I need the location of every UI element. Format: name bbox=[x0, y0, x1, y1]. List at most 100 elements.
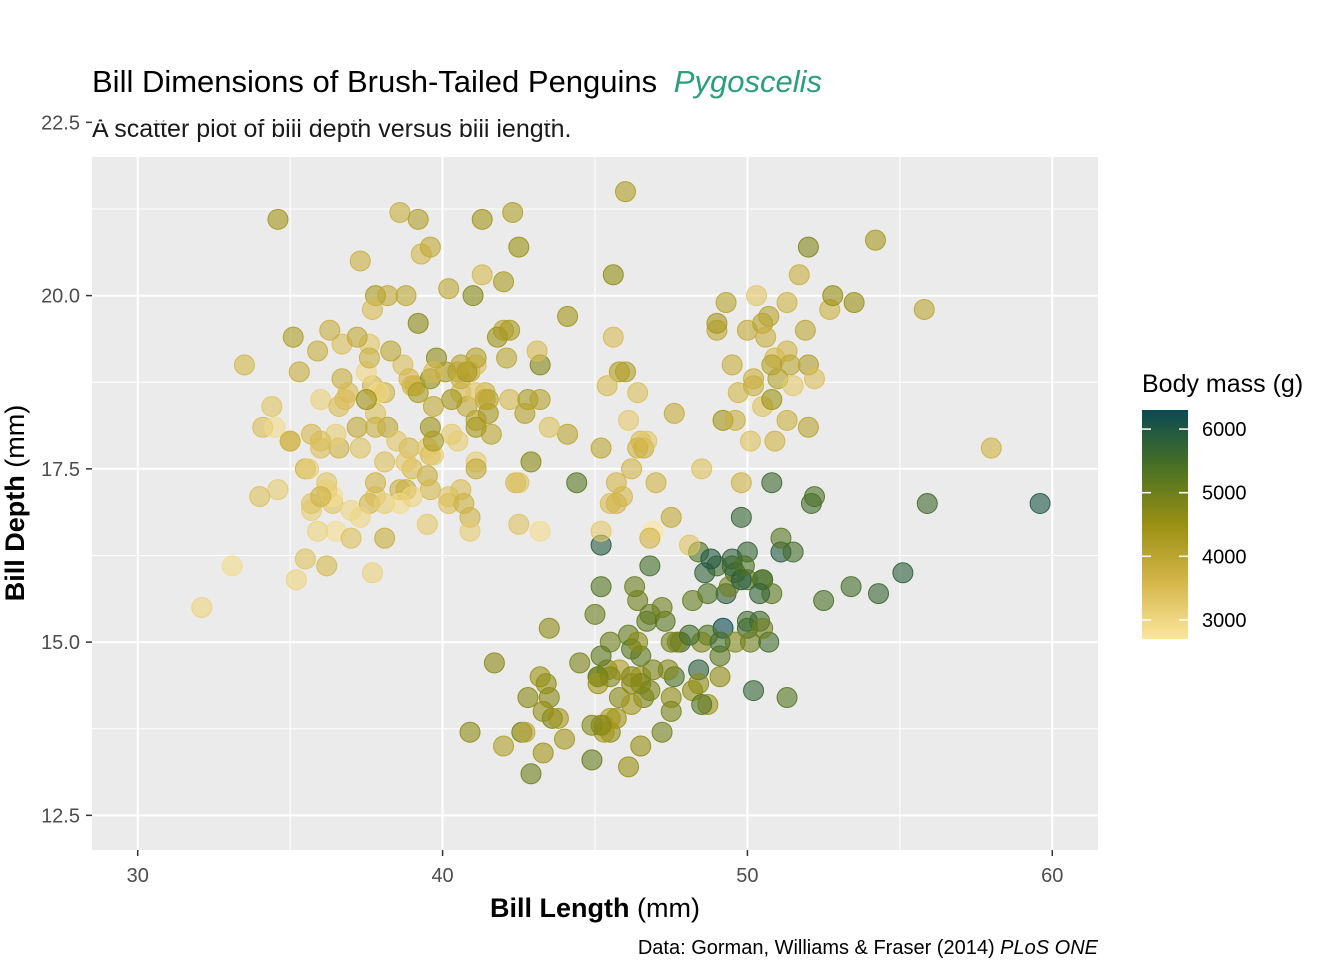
data-point bbox=[569, 652, 591, 674]
chart-title-italic: Pygoscelis bbox=[674, 64, 822, 99]
legend-tick-label: 4000 bbox=[1202, 546, 1247, 568]
data-point bbox=[797, 416, 819, 438]
x-axis-title-bold: Bill Length bbox=[490, 893, 629, 923]
data-point bbox=[980, 437, 1002, 459]
data-point bbox=[422, 361, 444, 383]
data-point bbox=[261, 395, 283, 417]
data-point bbox=[621, 673, 643, 695]
data-point bbox=[249, 486, 271, 508]
y-tick-label: 20.0 bbox=[41, 286, 80, 308]
data-point bbox=[776, 687, 798, 709]
data-point bbox=[758, 305, 780, 327]
data-point bbox=[660, 506, 682, 528]
data-point bbox=[892, 562, 914, 584]
data-point bbox=[285, 569, 307, 591]
caption-plain: Data: Gorman, Williams & Fraser (2014) bbox=[638, 937, 995, 959]
chart-title: Bill Dimensions of Brush-Tailed Penguins… bbox=[92, 64, 822, 99]
data-point bbox=[422, 430, 444, 452]
data-point bbox=[782, 375, 804, 397]
data-point bbox=[584, 603, 606, 625]
data-point bbox=[590, 520, 612, 542]
data-point bbox=[307, 520, 329, 542]
data-point bbox=[450, 354, 472, 376]
data-point bbox=[465, 458, 487, 480]
data-point bbox=[776, 409, 798, 431]
data-point bbox=[627, 382, 649, 404]
y-axis-title: Bill Depth (mm) bbox=[0, 405, 30, 601]
data-points bbox=[191, 181, 1051, 785]
data-point bbox=[310, 389, 332, 411]
data-point bbox=[441, 389, 463, 411]
data-point bbox=[288, 361, 310, 383]
data-point bbox=[803, 486, 825, 508]
data-point bbox=[660, 700, 682, 722]
data-point bbox=[520, 763, 542, 785]
data-point bbox=[803, 368, 825, 390]
x-tick-label: 30 bbox=[127, 865, 149, 887]
data-point bbox=[349, 250, 371, 272]
data-point bbox=[782, 541, 804, 563]
data-point bbox=[1029, 493, 1051, 514]
data-point bbox=[499, 389, 521, 411]
data-point bbox=[365, 472, 387, 494]
data-point bbox=[627, 631, 649, 653]
chart-title-main: Bill Dimensions of Brush-Tailed Penguins bbox=[92, 64, 657, 99]
data-point bbox=[346, 416, 368, 438]
data-point bbox=[679, 624, 701, 646]
data-point bbox=[709, 631, 731, 653]
data-point bbox=[822, 285, 844, 307]
data-point bbox=[916, 493, 938, 514]
data-point bbox=[191, 596, 213, 618]
data-point bbox=[419, 479, 441, 501]
data-point bbox=[438, 278, 460, 300]
data-point bbox=[233, 354, 255, 376]
data-point bbox=[770, 527, 792, 549]
data-point bbox=[639, 680, 661, 702]
data-point bbox=[358, 347, 380, 369]
data-point bbox=[554, 728, 576, 750]
data-point bbox=[788, 264, 810, 286]
data-point bbox=[755, 326, 777, 348]
data-point bbox=[749, 583, 771, 605]
y-tick-label: 12.5 bbox=[41, 805, 80, 827]
data-point bbox=[346, 326, 368, 348]
data-point bbox=[660, 631, 682, 653]
legend-tick-label: 5000 bbox=[1202, 483, 1247, 505]
data-point bbox=[496, 347, 518, 369]
data-point bbox=[361, 298, 383, 320]
data-point bbox=[471, 264, 493, 286]
data-point bbox=[746, 285, 768, 307]
data-point bbox=[532, 742, 554, 764]
data-point bbox=[267, 479, 289, 501]
data-point bbox=[310, 437, 332, 459]
data-point bbox=[590, 437, 612, 459]
data-point bbox=[422, 395, 444, 417]
data-point bbox=[706, 312, 728, 334]
data-point bbox=[709, 666, 731, 688]
x-tick-label: 50 bbox=[736, 865, 758, 887]
data-point bbox=[739, 430, 761, 452]
data-point bbox=[730, 472, 752, 494]
data-point bbox=[349, 506, 371, 528]
data-point bbox=[264, 416, 286, 438]
data-point bbox=[868, 583, 890, 605]
data-point bbox=[761, 472, 783, 494]
y-tick-label: 17.5 bbox=[41, 459, 80, 481]
data-point bbox=[840, 576, 862, 598]
legend-tick-label: 6000 bbox=[1202, 419, 1247, 441]
data-point bbox=[279, 430, 301, 452]
data-point bbox=[419, 236, 441, 258]
data-point bbox=[566, 472, 588, 494]
x-axis-title: Bill Length (mm) bbox=[490, 893, 700, 923]
data-point bbox=[581, 714, 603, 736]
data-point bbox=[380, 340, 402, 362]
data-point bbox=[493, 735, 515, 757]
data-point bbox=[590, 576, 612, 598]
data-point bbox=[614, 361, 636, 383]
data-point bbox=[282, 326, 304, 348]
data-point bbox=[614, 181, 636, 203]
data-point bbox=[508, 236, 530, 258]
data-point bbox=[407, 208, 429, 230]
caption-italic: PLoS ONE bbox=[1000, 937, 1098, 959]
